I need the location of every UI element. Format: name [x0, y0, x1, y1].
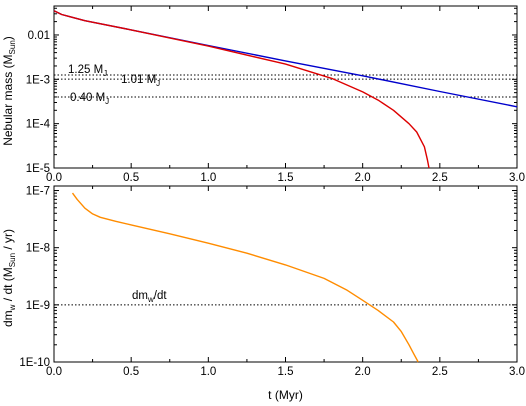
y-tick-label: 1E-5: [26, 163, 50, 175]
reference-line-label-end: /dt: [154, 290, 168, 302]
y-axis-title-end: / yr): [1, 229, 15, 253]
y-axis-title: dmw / dt (MSun / yr): [1, 229, 17, 327]
x-tick-label: 0.5: [123, 172, 139, 184]
y-axis-title-sub2: Sun: [8, 253, 17, 267]
x-tick-label: 0.5: [123, 366, 139, 378]
y-axis-title-main: Nebular mass (M: [1, 54, 15, 145]
reference-line-label: dmw/dt: [132, 290, 167, 304]
plot-frame: [53, 5, 518, 169]
x-tick-label: 0.0: [46, 366, 62, 378]
x-tick-label: 3.0: [509, 366, 525, 378]
reference-line-label-sub: J: [105, 97, 109, 106]
y-tick-label: 1E-8: [26, 243, 50, 255]
y-tick-label: 1E-4: [26, 119, 51, 131]
x-tick-label: 2.0: [355, 366, 371, 378]
y-tick-label: 1E-7: [26, 186, 50, 198]
x-tick-label: 1.5: [278, 366, 294, 378]
x-tick-label: 1.5: [278, 172, 294, 184]
reference-line-label-sub: w: [147, 295, 154, 304]
reference-line-label: 0.40 MJ: [70, 92, 109, 106]
reference-line-label: 1.01 MJ: [121, 74, 160, 88]
y-axis-title-sub: w: [8, 304, 17, 311]
series-line-0: [71, 192, 419, 363]
reference-line-label: 1.25 MJ: [68, 64, 107, 78]
series-line-0: [53, 10, 518, 108]
chart-panel-bottom: 0.0 0.5 1.0 1.5 2.0 2.5 3.0 1E-7 1E-8 1E-9 1E-10 dm…: [1, 185, 525, 402]
reference-line-label-main: 0.40 M: [70, 92, 105, 104]
series-line-1: [53, 10, 430, 169]
reference-line-label-main: dm: [132, 290, 148, 302]
y-axis-title-end: ): [1, 36, 15, 40]
x-tick-label: 2.5: [432, 366, 448, 378]
y-axis-title-sub: Sun: [8, 40, 17, 54]
x-tick-label: 2.5: [432, 172, 448, 184]
y-axis-title: Nebular mass (MSun): [1, 36, 17, 146]
reference-line-label-main: 1.01 M: [121, 74, 156, 86]
y-axis-title-mid: / dt (M: [1, 267, 15, 304]
reference-line-label-sub: J: [103, 69, 107, 78]
plot-frame: [53, 185, 518, 363]
y-axis-title-main: dm: [1, 310, 15, 327]
x-tick-label: 2.0: [355, 172, 371, 184]
x-tick-label: 1.0: [200, 366, 216, 378]
x-tick-label: 1.0: [200, 172, 216, 184]
x-tick-label: 0.0: [46, 172, 62, 184]
y-tick-label: 1E-9: [26, 300, 50, 312]
chart-panel-top: 0.0 0.5 1.0 1.5 2.0 2.5 3.0 0.01 1E-3 1E-4 1E-5 1.2…: [1, 5, 525, 184]
x-tick-label: 3.0: [509, 172, 525, 184]
x-axis-title: t (Myr): [268, 388, 303, 402]
reference-line-label-sub: J: [156, 79, 160, 88]
y-tick-label: 0.01: [28, 30, 50, 42]
y-tick-label: 1E-3: [26, 74, 50, 86]
reference-line-label-main: 1.25 M: [68, 64, 103, 76]
y-tick-label: 1E-10: [19, 357, 50, 369]
